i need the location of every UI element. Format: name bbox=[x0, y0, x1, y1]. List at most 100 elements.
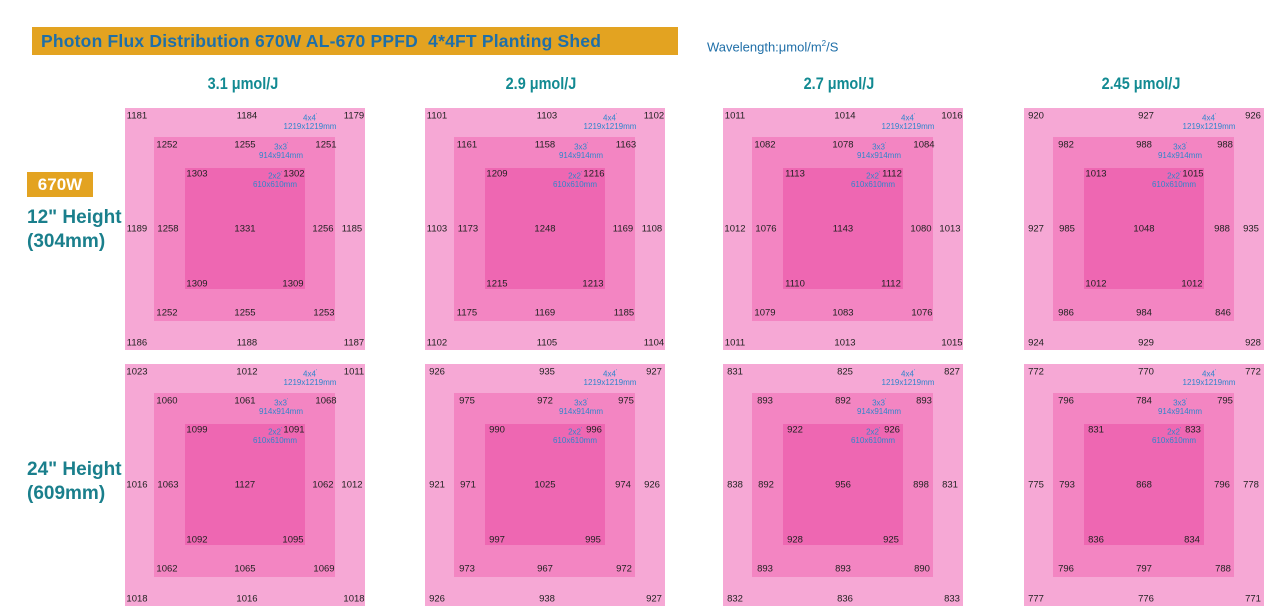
ppfd-value: 935 bbox=[539, 366, 555, 378]
height-label-24in-line2: (609mm) bbox=[27, 483, 106, 504]
area-2x2-label-mm: 610x610mm bbox=[850, 179, 896, 189]
area-4x4-label: 4x4' 1219x1219mm bbox=[584, 112, 637, 131]
ppfd-value: 1012 bbox=[236, 366, 258, 378]
ppfd-value: 836 bbox=[837, 593, 853, 605]
area-2x2 bbox=[185, 168, 305, 289]
ppfd-value: 1252 bbox=[156, 307, 178, 319]
ppfd-value: 1175 bbox=[456, 307, 478, 319]
area-2x2-label: 2x2' 610x610mm bbox=[253, 170, 297, 189]
ppfd-value: 1248 bbox=[534, 223, 556, 235]
area-4x4-label: 4x4' 1219x1219mm bbox=[1183, 368, 1236, 387]
area-3x3-label-name: 3x3' bbox=[259, 397, 303, 408]
area-3x3-label-name-text: 3x3 bbox=[1173, 398, 1186, 408]
area-2x2-label-name: 2x2' bbox=[253, 426, 297, 437]
area-4x4-label-name-sup: ' bbox=[913, 369, 915, 375]
area-4x4-label-name: 4x4' bbox=[584, 112, 637, 123]
area-4x4-label-name-sup: ' bbox=[315, 113, 317, 119]
area-2x2-label-name: 2x2' bbox=[553, 426, 597, 437]
ppfd-value: 1012 bbox=[1085, 278, 1107, 290]
area-2x2-label-name-sup: ' bbox=[1179, 171, 1181, 177]
ppfd-value: 1013 bbox=[1085, 168, 1107, 180]
ppfd-value: 1187 bbox=[343, 337, 365, 349]
ppfd-value: 925 bbox=[883, 534, 899, 546]
ppfd-value: 971 bbox=[460, 479, 476, 491]
area-2x2-label-name-text: 2x2 bbox=[866, 427, 879, 437]
ppfd-value: 1063 bbox=[157, 479, 179, 491]
ppfd-value: 793 bbox=[1059, 479, 1075, 491]
ppfd-value: 796 bbox=[1214, 479, 1230, 491]
area-3x3-label: 3x3' 914x914mm bbox=[259, 141, 303, 160]
ppfd-value: 1169 bbox=[534, 307, 556, 319]
area-4x4-label: 4x4' 1219x1219mm bbox=[284, 368, 337, 387]
ppfd-value: 1069 bbox=[313, 563, 335, 575]
area-2x2-label: 2x2' 610x610mm bbox=[553, 426, 597, 445]
ppfd-value: 1080 bbox=[910, 223, 932, 235]
area-3x3-label-name-sup: ' bbox=[586, 142, 588, 148]
ppfd-value: 956 bbox=[835, 479, 851, 491]
ppfd-value: 1011 bbox=[724, 110, 746, 122]
area-4x4-label-name-sup: ' bbox=[1214, 369, 1216, 375]
ppfd-value: 972 bbox=[616, 563, 632, 575]
area-3x3-label-name-sup: ' bbox=[586, 398, 588, 404]
area-3x3-label-name: 3x3' bbox=[857, 397, 901, 408]
area-4x4-label-name: 4x4' bbox=[584, 368, 637, 379]
ppfd-value: 1252 bbox=[156, 139, 178, 151]
area-3x3-label-name-sup: ' bbox=[884, 142, 886, 148]
ppfd-value: 833 bbox=[1185, 424, 1201, 436]
ppfd-panel: 4x4' 1219x1219mm 3x3' 914x914mm 2x2' 610x610m… bbox=[1024, 108, 1264, 350]
area-2x2-label: 2x2' 610x610mm bbox=[253, 426, 297, 445]
area-2x2-label-name-sup: ' bbox=[580, 171, 582, 177]
ppfd-value: 1103 bbox=[426, 223, 448, 235]
area-3x3-label-mm: 914x914mm bbox=[856, 150, 902, 160]
area-4x4-label-name: 4x4' bbox=[882, 368, 935, 379]
area-2x2-label-mm: 610x610mm bbox=[252, 179, 298, 189]
ppfd-value: 1104 bbox=[643, 337, 665, 349]
area-2x2 bbox=[485, 424, 605, 545]
area-4x4-label-name-sup: ' bbox=[615, 113, 617, 119]
ppfd-value: 1083 bbox=[832, 307, 854, 319]
ppfd-value: 1127 bbox=[234, 479, 256, 491]
ppfd-value: 1015 bbox=[1182, 168, 1204, 180]
height-label-12in-line2: (304mm) bbox=[27, 231, 106, 252]
ppfd-value: 775 bbox=[1028, 479, 1044, 491]
ppfd-value: 927 bbox=[1138, 110, 1154, 122]
area-4x4-label-mm: 1219x1219mm bbox=[583, 121, 637, 131]
area-4x4-label-name: 4x4' bbox=[882, 112, 935, 123]
ppfd-value: 1158 bbox=[534, 139, 556, 151]
ppfd-value: 898 bbox=[913, 479, 929, 491]
area-2x2-label-mm: 610x610mm bbox=[1151, 435, 1197, 445]
area-3x3-label: 3x3' 914x914mm bbox=[1158, 141, 1202, 160]
ppfd-value: 893 bbox=[835, 563, 851, 575]
ppfd-value: 1102 bbox=[426, 337, 448, 349]
wattage-badge: 670W bbox=[27, 172, 93, 197]
ppfd-value: 892 bbox=[835, 395, 851, 407]
area-3x3-label-mm: 914x914mm bbox=[1157, 150, 1203, 160]
ppfd-value: 784 bbox=[1136, 395, 1152, 407]
ppfd-value: 1309 bbox=[282, 278, 304, 290]
ppfd-value: 1215 bbox=[486, 278, 508, 290]
area-2x2 bbox=[783, 168, 903, 289]
area-2x2-label-name-text: 2x2 bbox=[268, 427, 281, 437]
ppfd-value: 982 bbox=[1058, 139, 1074, 151]
area-2x2-label-name-sup: ' bbox=[280, 427, 282, 433]
ppfd-value: 1184 bbox=[236, 110, 258, 122]
ppfd-panel: 4x4' 1219x1219mm 3x3' 914x914mm 2x2' 610x610m… bbox=[723, 108, 963, 350]
ppfd-value: 1108 bbox=[641, 223, 663, 235]
area-4x4-label: 4x4' 1219x1219mm bbox=[882, 112, 935, 131]
ppfd-value: 1105 bbox=[536, 337, 558, 349]
ppfd-value: 1113 bbox=[785, 168, 805, 180]
ppfd-value: 1186 bbox=[126, 337, 148, 349]
ppfd-value: 846 bbox=[1215, 307, 1231, 319]
area-3x3-label-name: 3x3' bbox=[857, 141, 901, 152]
area-2x2-label-name: 2x2' bbox=[851, 170, 895, 181]
area-2x2 bbox=[485, 168, 605, 289]
ppfd-value: 1062 bbox=[312, 479, 334, 491]
ppfd-value: 1331 bbox=[234, 223, 256, 235]
ppfd-value: 927 bbox=[1028, 223, 1044, 235]
ppfd-value: 921 bbox=[429, 479, 445, 491]
units-label: Wavelength:μmol/m2/S bbox=[707, 39, 838, 54]
area-4x4-label-mm: 1219x1219mm bbox=[283, 121, 337, 131]
ppfd-value: 924 bbox=[1028, 337, 1044, 349]
area-4x4-label-name-text: 4x4 bbox=[603, 369, 616, 379]
efficiency-label-4: 2.45 μmol/J bbox=[1101, 74, 1181, 93]
